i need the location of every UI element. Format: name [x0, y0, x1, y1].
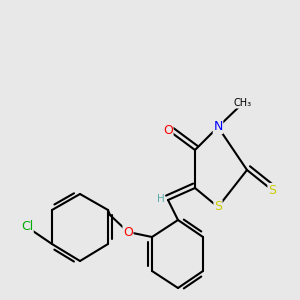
Text: S: S: [214, 200, 222, 214]
Text: O: O: [163, 124, 173, 136]
Text: S: S: [268, 184, 276, 196]
Text: Cl: Cl: [21, 220, 33, 233]
Text: H: H: [157, 194, 164, 203]
Text: CH₃: CH₃: [234, 98, 252, 108]
Text: N: N: [213, 121, 223, 134]
Text: O: O: [123, 226, 133, 238]
